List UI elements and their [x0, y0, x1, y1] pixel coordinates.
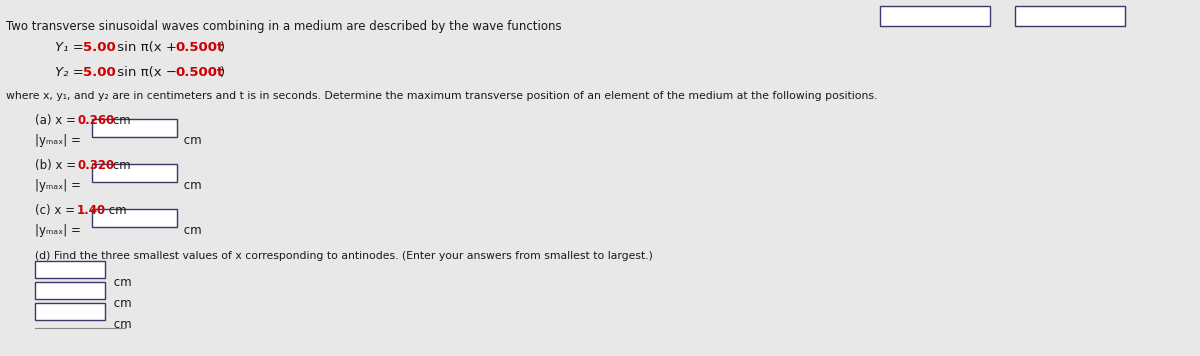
- Text: (b) x =: (b) x =: [35, 159, 80, 172]
- Text: (a) x =: (a) x =: [35, 114, 79, 127]
- Text: cm: cm: [109, 159, 131, 172]
- Text: (c) x =: (c) x =: [35, 204, 79, 217]
- Text: ): ): [220, 66, 226, 79]
- FancyBboxPatch shape: [92, 164, 178, 182]
- Text: sin π(x +: sin π(x +: [113, 41, 181, 54]
- Text: where x, y₁, and y₂ are in centimeters and t is in seconds. Determine the maximu: where x, y₁, and y₂ are in centimeters a…: [6, 91, 877, 101]
- Text: 0.260: 0.260: [77, 114, 114, 127]
- Text: sin π(x −: sin π(x −: [113, 66, 181, 79]
- FancyBboxPatch shape: [35, 261, 106, 278]
- Text: 1.40: 1.40: [77, 204, 106, 217]
- FancyBboxPatch shape: [35, 303, 106, 320]
- Text: cm: cm: [180, 179, 202, 192]
- Text: cm: cm: [180, 224, 202, 237]
- Text: Y₁ =: Y₁ =: [55, 41, 88, 54]
- Text: 0.500t: 0.500t: [175, 66, 223, 79]
- Text: cm: cm: [106, 204, 127, 217]
- Text: 5.00: 5.00: [83, 41, 115, 54]
- Text: (d) Find the three smallest values of x corresponding to antinodes. (Enter your : (d) Find the three smallest values of x …: [35, 251, 653, 261]
- FancyBboxPatch shape: [92, 209, 178, 227]
- Text: ): ): [220, 41, 226, 54]
- Text: 0.500t: 0.500t: [175, 41, 223, 54]
- FancyBboxPatch shape: [35, 282, 106, 299]
- Text: cm: cm: [110, 276, 132, 289]
- FancyBboxPatch shape: [880, 6, 990, 26]
- Text: cm: cm: [110, 318, 132, 331]
- Text: 0.320: 0.320: [77, 159, 114, 172]
- Text: Y₂ =: Y₂ =: [55, 66, 88, 79]
- Text: |yₘₐₓ| =: |yₘₐₓ| =: [35, 224, 85, 237]
- Text: cm: cm: [110, 297, 132, 310]
- Text: 5.00: 5.00: [83, 66, 115, 79]
- Text: cm: cm: [180, 134, 202, 147]
- Text: |yₘₐₓ| =: |yₘₐₓ| =: [35, 134, 85, 147]
- Text: cm: cm: [109, 114, 131, 127]
- Text: Two transverse sinusoidal waves combining in a medium are described by the wave : Two transverse sinusoidal waves combinin…: [6, 20, 562, 33]
- FancyBboxPatch shape: [1015, 6, 1126, 26]
- FancyBboxPatch shape: [92, 119, 178, 137]
- Text: |yₘₐₓ| =: |yₘₐₓ| =: [35, 179, 85, 192]
